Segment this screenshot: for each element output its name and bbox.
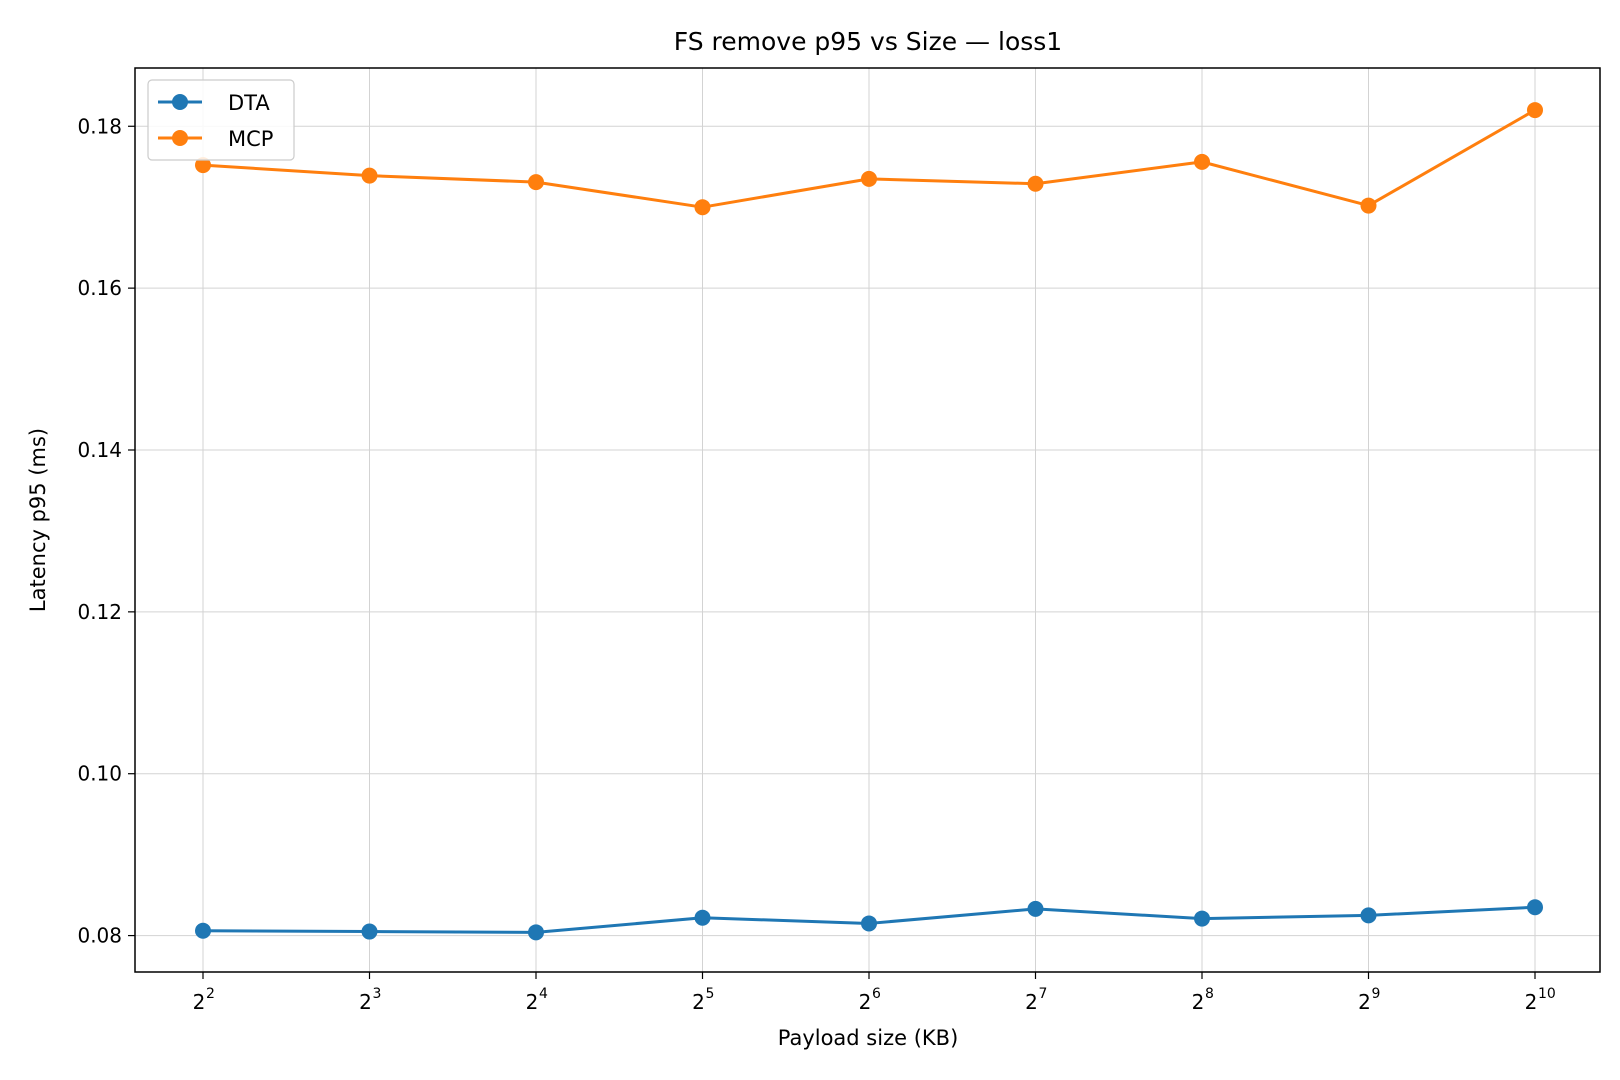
data-point-dta [1360,907,1377,924]
y-axis-label: Latency p95 (ms) [26,428,50,612]
x-tick-label: 2 [692,990,705,1014]
data-point-dta [1027,900,1044,917]
x-tick-exponent: 4 [539,986,548,1002]
data-point-mcp [694,199,711,216]
legend-marker-mcp [172,130,188,146]
x-tick-exponent: 5 [706,986,715,1002]
y-tick-label: 0.12 [77,600,122,624]
x-tick-label: 2 [859,990,872,1014]
x-tick-exponent: 3 [373,986,382,1002]
data-point-dta [694,909,711,926]
legend: DTA MCP [147,79,295,161]
data-point-dta [1194,910,1210,927]
grid-lines [135,68,1600,972]
x-tick-label: 2 [1358,990,1371,1014]
y-tick-label: 0.14 [77,438,122,462]
data-point-dta [195,922,211,939]
x-tick-label: 2 [1525,990,1538,1014]
y-tick-label: 0.10 [77,762,122,786]
data-point-dta [861,915,877,932]
series-lines [195,102,1543,941]
x-axis-label: Payload size (KB) [778,1026,959,1050]
x-tick-exponent: 7 [1039,986,1048,1002]
data-point-mcp [361,167,378,184]
x-tick-exponent: 2 [206,986,215,1002]
x-tick-exponent: 6 [872,986,881,1002]
data-point-dta [528,924,544,941]
plot-frame [134,67,1601,973]
x-tick-label: 2 [1025,990,1038,1014]
x-tick-label: 2 [193,990,206,1014]
data-point-mcp [861,170,877,187]
data-point-mcp [528,174,544,191]
data-point-mcp [1027,175,1044,192]
x-tick-exponent: 8 [1205,986,1214,1002]
data-point-dta [1527,899,1543,916]
data-point-dta [361,923,378,940]
x-tick-exponent: 10 [1538,986,1556,1002]
x-tick-exponent: 9 [1372,986,1381,1002]
y-tick-label: 0.18 [77,114,122,138]
data-point-mcp [1194,153,1210,170]
data-point-mcp [195,157,211,174]
data-point-mcp [1527,102,1543,119]
y-tick-label: 0.08 [77,924,122,948]
axis-ticks: 2 2 2 3 2 4 2 5 2 6 2 7 2 8 2 9 2 100.080.100.120.140.160… [77,114,1555,1014]
chart-title: FS remove p95 vs Size — loss1 [674,27,1062,56]
data-point-mcp [1360,197,1377,214]
x-tick-label: 2 [1192,990,1205,1014]
y-tick-label: 0.16 [77,276,122,300]
legend-marker-dta [172,94,188,110]
legend-label-mcp: MCP [228,127,273,151]
x-tick-label: 2 [526,990,539,1014]
legend-label-dta: DTA [228,91,270,115]
x-tick-label: 2 [359,990,372,1014]
